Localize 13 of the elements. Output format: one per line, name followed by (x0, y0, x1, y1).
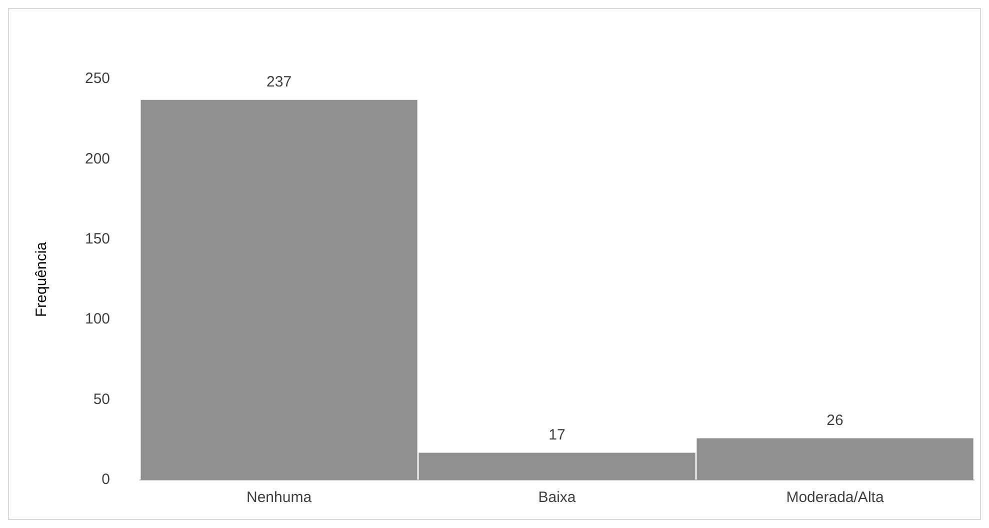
x-tick-label: Baixa (538, 489, 576, 506)
y-tick-label: 150 (84, 230, 110, 248)
x-tick-label: Moderada/Alta (786, 489, 884, 506)
data-label: 17 (548, 426, 566, 444)
y-axis-title: Frequência (33, 241, 50, 318)
x-tick-label: Nenhuma (246, 489, 312, 506)
y-tick-label: 0 (102, 471, 110, 488)
y-tick-label: 50 (93, 390, 110, 408)
y-tick-label: 250 (84, 70, 110, 88)
y-tick-label: 200 (84, 150, 110, 168)
data-label: 237 (266, 73, 292, 90)
data-label: 26 (826, 412, 844, 429)
y-tick-label: 100 (84, 310, 110, 328)
